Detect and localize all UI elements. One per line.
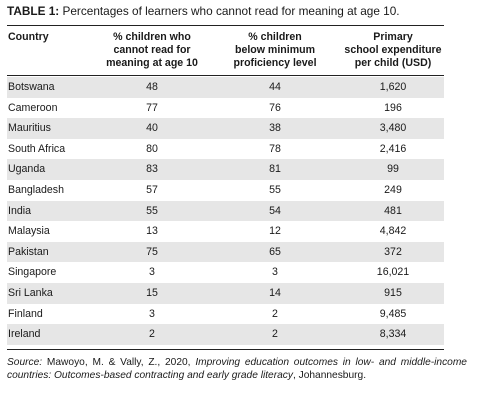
- table-row: Botswana 48 44 1,620: [7, 77, 444, 98]
- cell-cannot-read: 15: [146, 286, 158, 299]
- cell-below-minimum: 54: [269, 204, 281, 217]
- header-expenditure-line: Primary: [373, 31, 413, 43]
- cell-country: Mauritius: [8, 122, 51, 135]
- table-row: Bangladesh 57 55 249: [7, 180, 444, 201]
- caption-label: TABLE 1:: [7, 4, 60, 18]
- header-below-minimum-line: % children: [248, 31, 302, 43]
- cell-country: Finland: [8, 307, 43, 320]
- table-row: Cameroon 77 76 196: [7, 98, 444, 119]
- cell-cannot-read: 3: [149, 307, 155, 320]
- cell-cannot-read: 13: [146, 225, 158, 238]
- cell-country: Ireland: [8, 328, 41, 341]
- table-row: Finland 3 2 9,485: [7, 304, 444, 325]
- cell-cannot-read: 48: [146, 81, 158, 93]
- cell-below-minimum: 2: [272, 307, 278, 320]
- cell-cannot-read: 55: [146, 204, 158, 217]
- cell-cannot-read: 2: [149, 328, 155, 341]
- cell-expenditure: 4,842: [379, 225, 407, 238]
- cell-expenditure: 372: [384, 245, 402, 258]
- cell-country: Bangladesh: [8, 183, 64, 196]
- header-cannot-read-line: cannot read for: [113, 44, 191, 56]
- table-caption: TABLE 1: Percentages of learners who can…: [7, 4, 400, 18]
- cell-cannot-read: 77: [146, 101, 158, 114]
- cell-below-minimum: 3: [272, 266, 278, 279]
- cell-below-minimum: 12: [269, 225, 281, 238]
- cell-country: Cameroon: [8, 101, 58, 114]
- cell-cannot-read: 40: [146, 122, 158, 135]
- table-row: Malaysia 13 12 4,842: [7, 221, 444, 242]
- table-row: Uganda 83 81 99: [7, 159, 444, 180]
- table-row: South Africa 80 78 2,416: [7, 139, 444, 160]
- table-row: Ireland 2 2 8,334: [7, 324, 444, 345]
- cell-country: Botswana: [8, 81, 55, 93]
- cell-country: Sri Lanka: [8, 286, 53, 299]
- cell-country: South Africa: [8, 142, 66, 155]
- cell-below-minimum: 81: [269, 163, 281, 176]
- cell-expenditure: 3,480: [379, 122, 407, 135]
- cell-country: India: [8, 204, 31, 217]
- cell-expenditure: 16,021: [376, 266, 410, 279]
- header-below-minimum-line: proficiency level: [233, 57, 317, 69]
- cell-below-minimum: 2: [272, 328, 278, 341]
- cell-cannot-read: 80: [146, 142, 158, 155]
- table-row: Sri Lanka 15 14 915: [7, 282, 444, 304]
- table-row: India 55 54 481: [7, 200, 444, 222]
- source-note: Source: Mawoyo, M. & Vally, Z., 2020, Im…: [7, 356, 467, 382]
- table-row: Pakistan 75 65 372: [7, 241, 444, 263]
- table-row: Singapore 3 3 16,021: [7, 262, 444, 283]
- cell-cannot-read: 3: [149, 266, 155, 279]
- header-cannot-read-line: meaning at age 10: [106, 57, 198, 69]
- header-below-minimum: % children below minimum proficiency lev…: [200, 31, 350, 70]
- source-place: , Johannesburg.: [292, 370, 367, 381]
- cell-expenditure: 1,620: [379, 81, 407, 93]
- header-cannot-read: % children who cannot read for meaning a…: [80, 31, 224, 70]
- cell-expenditure: 196: [384, 101, 402, 114]
- source-work: Improving education outcomes in low- and…: [7, 357, 467, 381]
- header-expenditure: Primary school expenditure per child (US…: [338, 31, 448, 70]
- caption-text: Percentages of learners who cannot read …: [62, 4, 400, 18]
- source-authors: Mawoyo, M. & Vally, Z., 2020,: [46, 357, 191, 368]
- cell-expenditure: 249: [384, 183, 402, 196]
- header-expenditure-line: per child (USD): [354, 57, 432, 69]
- bottom-rule: [7, 349, 444, 350]
- cell-expenditure: 915: [384, 286, 402, 299]
- cell-expenditure: 9,485: [379, 307, 407, 320]
- cell-below-minimum: 14: [269, 286, 281, 299]
- header-below-minimum-line: below minimum: [234, 44, 316, 56]
- cell-below-minimum: 76: [269, 101, 281, 114]
- cell-country: Malaysia: [8, 225, 50, 238]
- cell-cannot-read: 83: [146, 163, 158, 176]
- header-rule: [7, 75, 444, 76]
- cell-below-minimum: 44: [269, 81, 281, 93]
- cell-country: Pakistan: [8, 245, 49, 258]
- cell-cannot-read: 75: [146, 245, 158, 258]
- cell-expenditure: 99: [387, 163, 399, 176]
- cell-expenditure: 8,334: [379, 328, 407, 341]
- cell-cannot-read: 57: [146, 183, 158, 196]
- top-rule: [7, 25, 444, 26]
- table-row: Mauritius 40 38 3,480: [7, 118, 444, 139]
- cell-country: Singapore: [8, 266, 57, 279]
- table-body: Botswana 48 44 1,620 Cameroon 77 76 196 Maurit…: [7, 77, 444, 345]
- source-label: Source:: [7, 357, 43, 368]
- header-expenditure-line: school expenditure: [344, 44, 442, 56]
- cell-below-minimum: 55: [269, 183, 281, 196]
- cell-below-minimum: 78: [269, 142, 281, 155]
- header-country: Country: [8, 31, 49, 43]
- cell-country: Uganda: [8, 163, 46, 176]
- cell-expenditure: 481: [384, 204, 402, 217]
- cell-below-minimum: 65: [269, 245, 281, 258]
- cell-expenditure: 2,416: [379, 142, 407, 155]
- cell-below-minimum: 38: [269, 122, 281, 135]
- header-cannot-read-line: % children who: [113, 31, 191, 43]
